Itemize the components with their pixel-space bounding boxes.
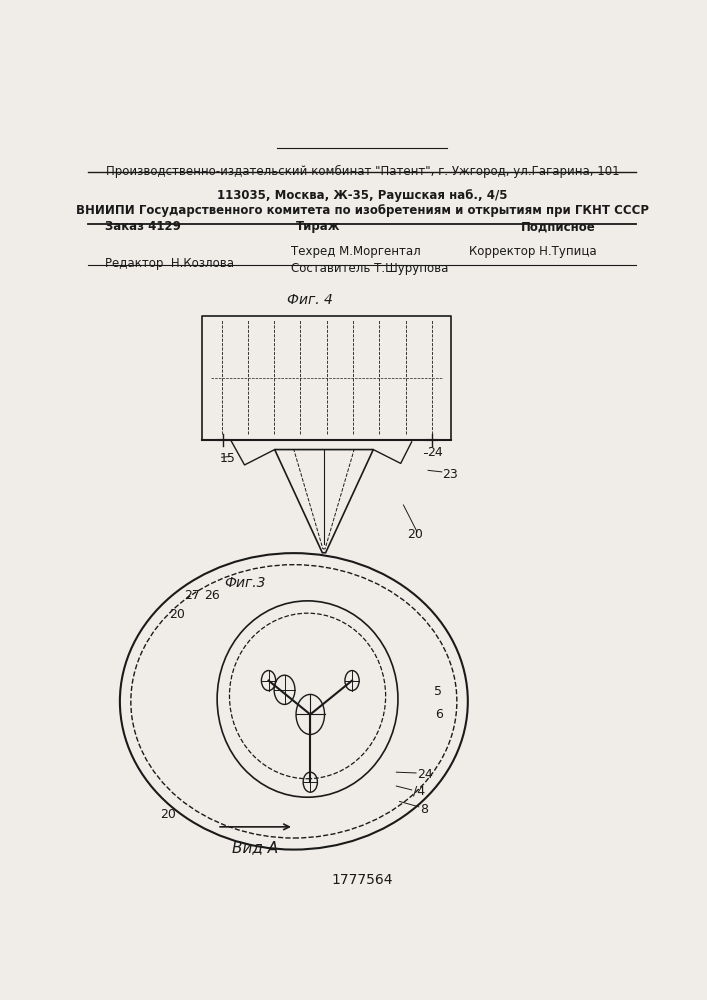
Text: 27: 27	[185, 589, 200, 602]
Text: 8: 8	[420, 803, 428, 816]
Text: 1777564: 1777564	[332, 873, 393, 887]
Text: 26: 26	[204, 589, 220, 602]
Text: Производственно-издательский комбинат "Патент", г. Ужгород, ул.Гагарина, 101: Производственно-издательский комбинат "П…	[105, 165, 619, 178]
Text: Техред М.Моргентал: Техред М.Моргентал	[291, 245, 421, 258]
Text: 20: 20	[407, 528, 423, 541]
Text: Заказ 4129: Заказ 4129	[105, 220, 181, 233]
Text: 20: 20	[160, 808, 176, 821]
Text: Фиг. 4: Фиг. 4	[287, 293, 333, 307]
Text: 113035, Москва, Ж-35, Раушская наб., 4/5: 113035, Москва, Ж-35, Раушская наб., 4/5	[217, 189, 508, 202]
Text: Подписное: Подписное	[521, 220, 596, 233]
Text: 23: 23	[442, 468, 457, 481]
Text: ВНИИПИ Государственного комитета по изобретениям и открытиям при ГКНТ СССР: ВНИИПИ Государственного комитета по изоб…	[76, 204, 649, 217]
Text: /4: /4	[413, 785, 425, 798]
Text: 5: 5	[433, 685, 442, 698]
Text: 24: 24	[427, 446, 443, 459]
Text: Фиг.3: Фиг.3	[224, 576, 265, 590]
Text: 20: 20	[169, 608, 185, 621]
Text: 6: 6	[435, 708, 443, 721]
Text: Корректор Н.Тупица: Корректор Н.Тупица	[469, 245, 597, 258]
Text: Составитель Т.Шурупова: Составитель Т.Шурупова	[291, 262, 448, 275]
Text: Редактор  Н.Козлова: Редактор Н.Козлова	[105, 257, 234, 270]
Text: 15: 15	[220, 452, 235, 465]
Text: 24: 24	[417, 768, 433, 781]
Text: Вид А: Вид А	[233, 840, 279, 855]
Text: Тираж: Тираж	[296, 220, 341, 233]
